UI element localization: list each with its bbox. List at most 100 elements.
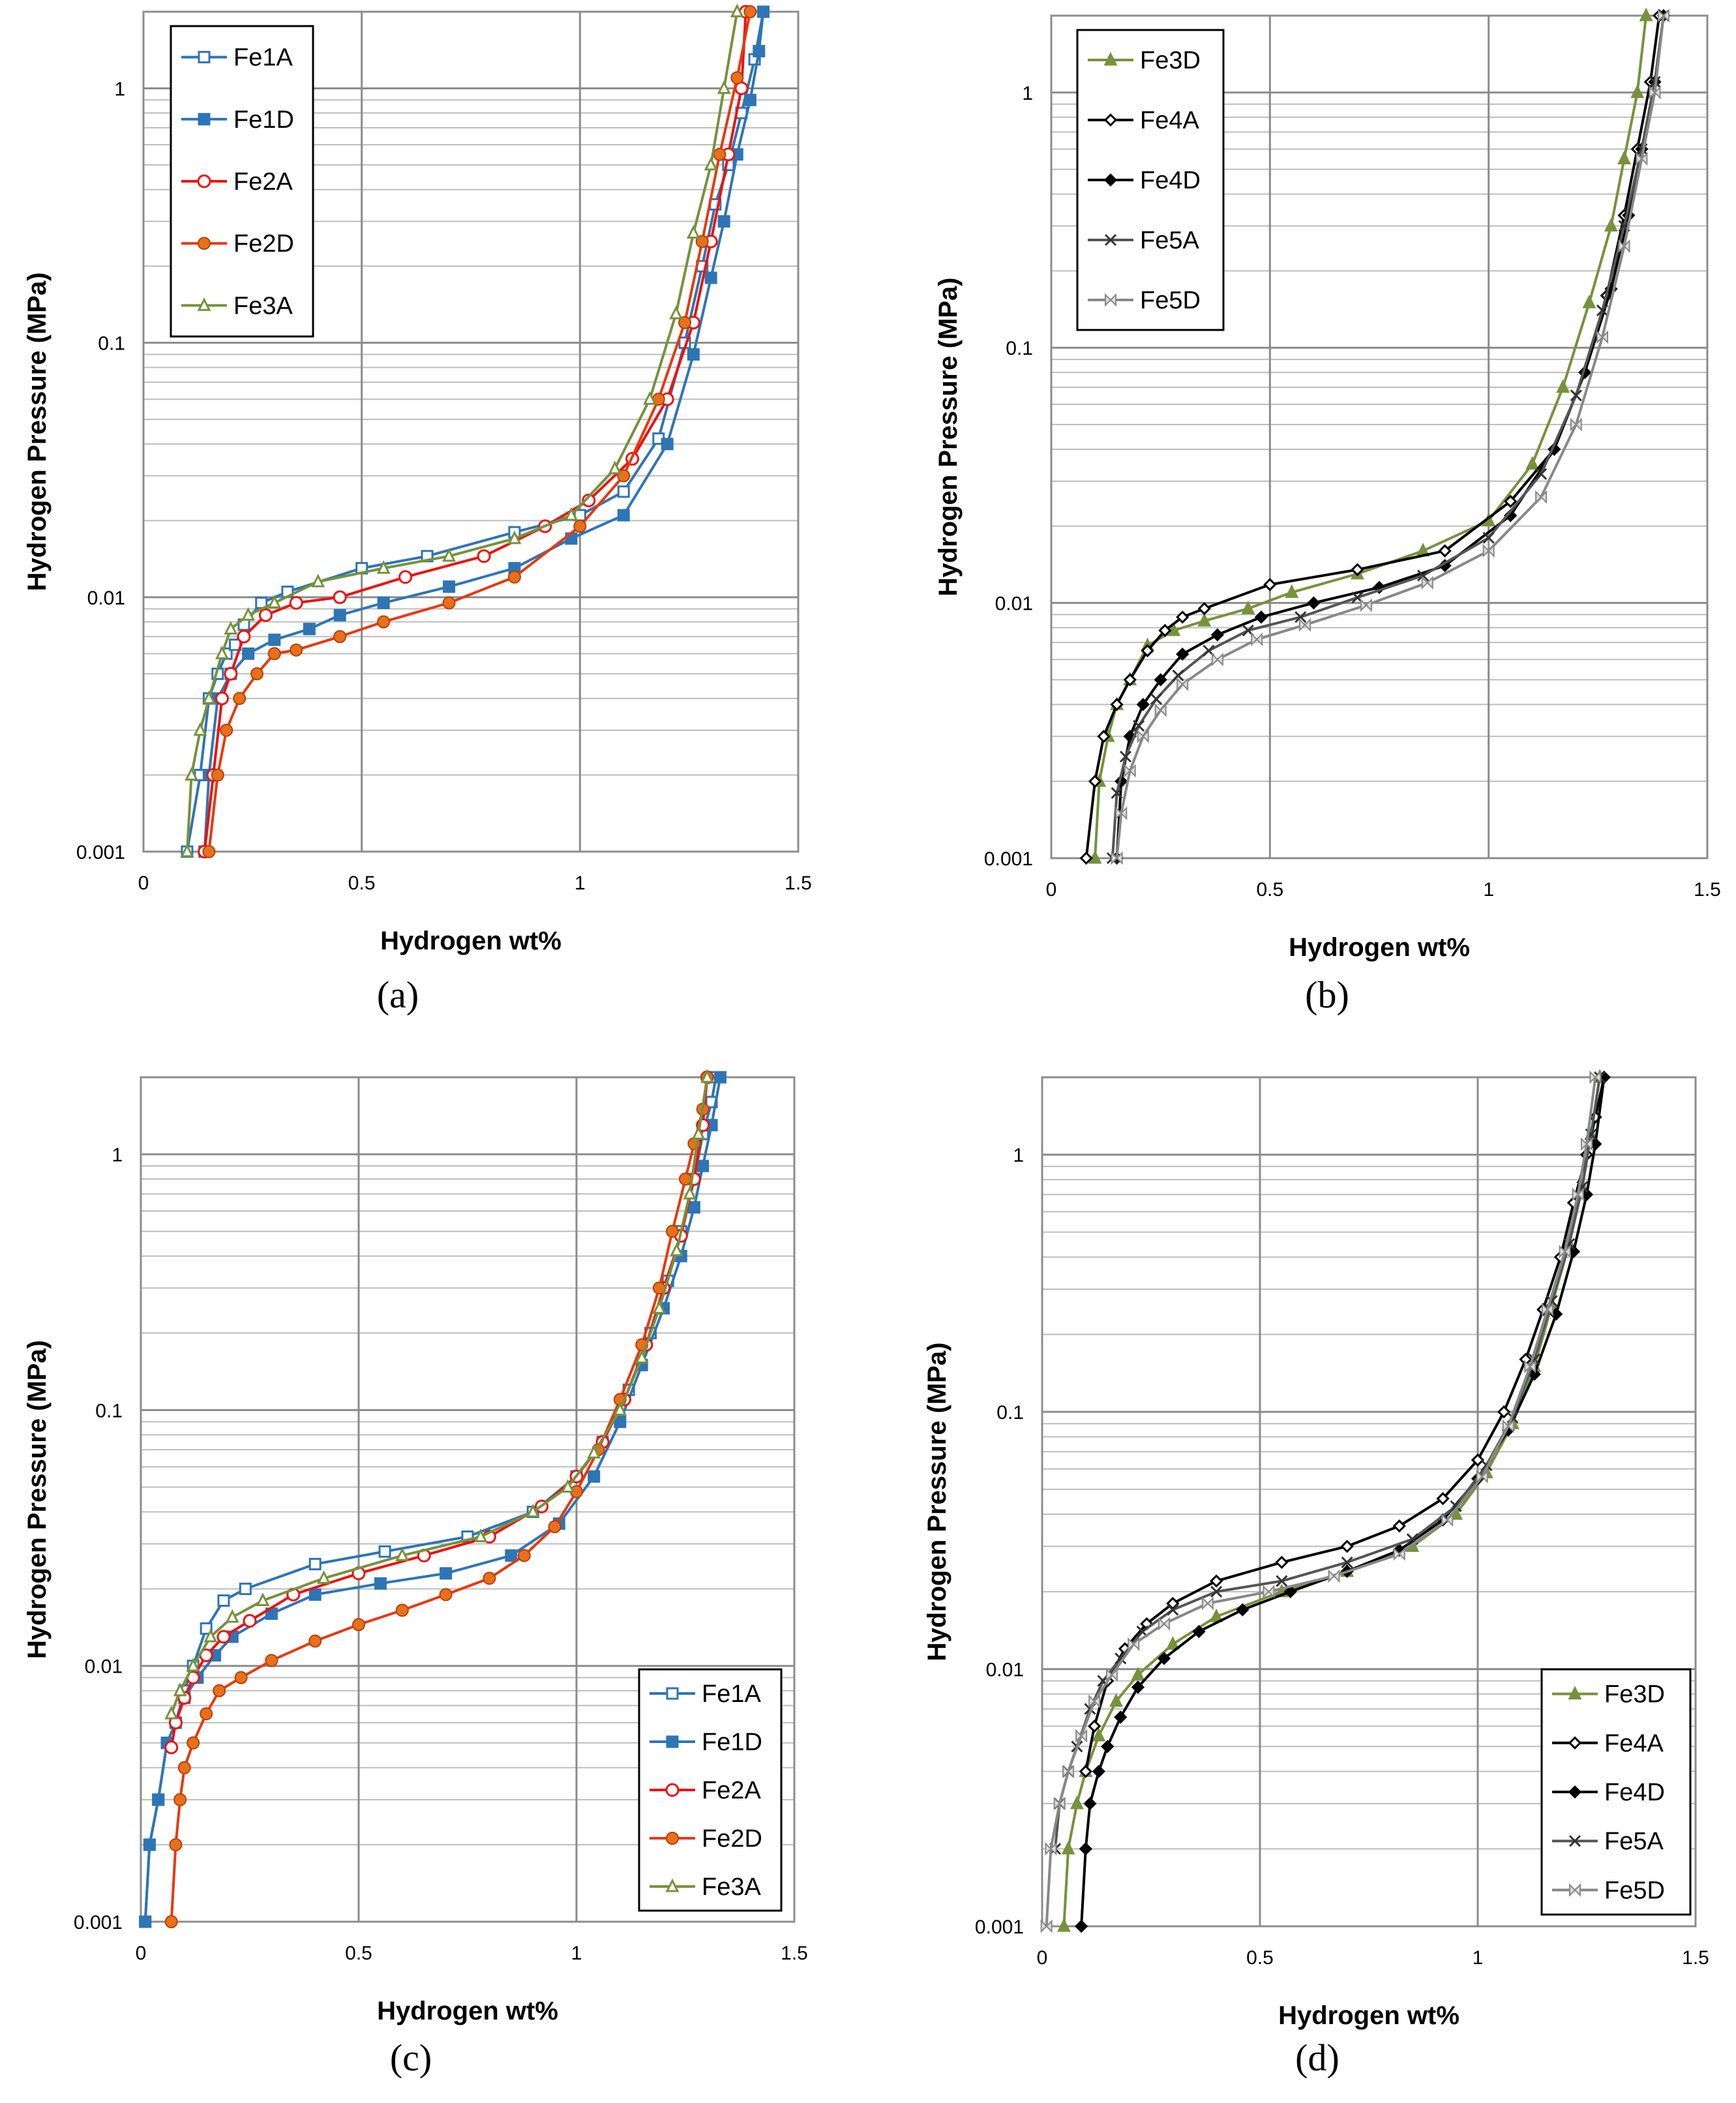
data-point-Fe3A xyxy=(608,460,622,475)
legend-swatch-marker xyxy=(197,174,211,188)
series-Fe3D xyxy=(1056,1069,1607,1932)
data-point-Fe3A xyxy=(652,1300,666,1314)
data-point-Fe3D xyxy=(1556,379,1570,393)
data-point-Fe2D xyxy=(308,1634,322,1648)
data-point-Fe5A xyxy=(1150,693,1163,706)
data-point-Fe3A xyxy=(561,1479,575,1493)
data-point-Fe4D xyxy=(1136,698,1150,711)
data-point-Fe3D xyxy=(1070,1795,1084,1810)
series-Fe5D xyxy=(1040,1070,1602,1933)
series-line-Fe2D xyxy=(170,1077,709,1922)
data-point-Fe1D xyxy=(308,1588,322,1601)
data-point-Fe5D xyxy=(1482,544,1495,558)
data-point-Fe3D xyxy=(1604,218,1618,231)
legend-item-Fe3A: Fe3A xyxy=(650,1873,761,1901)
panel-label: (b) xyxy=(1305,974,1349,1016)
data-point-Fe5D xyxy=(1251,633,1263,646)
data-point-Fe2D xyxy=(730,71,744,85)
data-point-Fe2D xyxy=(220,723,233,737)
legend-swatch-marker xyxy=(1568,1785,1582,1799)
data-point-Fe3A xyxy=(203,1628,218,1643)
data-point-Fe4D xyxy=(1083,1797,1097,1810)
y-tick-label: 0.001 xyxy=(74,1912,123,1933)
chart-panel-b: 0 0.5 1 1.5 0.001 0.01 0.1 1 Hydrogen wt% Hydroge… xyxy=(934,7,1721,1016)
data-point-Fe3A xyxy=(526,1504,540,1518)
data-point-Fe3A xyxy=(587,1444,601,1459)
legend-item-Fe3D: Fe3D xyxy=(1552,1681,1665,1708)
data-point-Fe3A xyxy=(317,1570,331,1584)
data-point-Fe4D xyxy=(1236,1603,1250,1617)
data-point-Fe5D xyxy=(1535,490,1548,504)
data-point-Fe3D xyxy=(1061,1840,1075,1855)
data-point-Fe2D xyxy=(695,235,709,248)
x-tick-label: 0 xyxy=(138,873,149,894)
data-point-Fe1D xyxy=(440,1567,453,1580)
data-point-Fe3D xyxy=(1582,294,1596,308)
legend-swatch-marker xyxy=(1103,173,1118,187)
legend-swatch-marker xyxy=(1103,52,1118,66)
data-point-Fe3A xyxy=(717,80,731,94)
series-line-Fe2A xyxy=(170,1077,709,1748)
data-point-Fe4A xyxy=(1110,698,1124,711)
legend-item-Fe1A: Fe1A xyxy=(650,1680,761,1708)
data-point-Fe2D xyxy=(202,845,216,858)
data-point-Fe5D xyxy=(1105,1667,1118,1682)
legend-item-Fe5D: Fe5D xyxy=(1552,1877,1665,1904)
data-point-Fe5D xyxy=(1263,1585,1275,1599)
legend-swatch-marker xyxy=(1569,1883,1581,1897)
data-point-Fe3D xyxy=(1109,1693,1123,1707)
legend-label: Fe3A xyxy=(702,1873,761,1901)
data-point-Fe3A xyxy=(395,1547,410,1561)
data-point-Fe1D xyxy=(756,5,770,18)
data-point-Fe3A xyxy=(730,3,744,18)
chart-panel-d: 0 0.5 1 1.5 0.001 0.01 0.1 1 Hydrogen wt% Hydroge… xyxy=(923,1069,1709,2079)
data-point-Fe4A xyxy=(1158,623,1172,637)
data-point-Fe5D xyxy=(1421,576,1433,590)
data-point-Fe2D xyxy=(483,1572,496,1585)
data-point-Fe2D xyxy=(265,1654,278,1667)
chart-panel-c: 0 0.5 1 1.5 0.001 0.01 0.1 1 Hydrogen wt% Hydroge… xyxy=(23,1069,808,2079)
data-point-Fe3D xyxy=(1241,600,1255,614)
data-point-Fe4A xyxy=(1436,1492,1450,1506)
legend-item-Fe2D: Fe2D xyxy=(181,230,294,258)
data-point-Fe5D xyxy=(1581,1137,1593,1151)
legend-item-Fe1D: Fe1D xyxy=(181,106,294,134)
y-tick-label: 1 xyxy=(112,1144,123,1166)
data-point-Fe3D xyxy=(1197,612,1212,627)
data-point-Fe2D xyxy=(213,1684,226,1697)
data-point-Fe5D xyxy=(1158,1617,1171,1631)
y-tick-label: 1 xyxy=(1022,83,1033,104)
data-point-Fe5A xyxy=(1133,719,1145,732)
data-point-Fe2A xyxy=(289,596,303,610)
plot-area xyxy=(142,10,800,853)
legend-swatch-marker xyxy=(197,297,211,311)
data-point-Fe3D xyxy=(1131,1667,1145,1680)
data-point-Fe5D xyxy=(1154,703,1167,717)
data-point-Fe3A xyxy=(635,1349,649,1364)
data-point-Fe4D xyxy=(1079,1842,1092,1856)
data-point-Fe1D xyxy=(505,1549,518,1562)
y-tick-label: 0.01 xyxy=(85,1656,123,1678)
data-point-Fe4D xyxy=(1154,673,1167,687)
data-point-Fe5D xyxy=(1636,152,1648,166)
data-point-Fe1D xyxy=(268,633,281,646)
data-point-Fe2D xyxy=(743,5,757,18)
x-axis-title: Hydrogen wt% xyxy=(1289,933,1470,962)
data-point-Fe5D xyxy=(1298,618,1311,632)
data-point-Fe1D xyxy=(152,1793,165,1806)
data-point-Fe1D xyxy=(588,1470,601,1483)
x-tick-label: 0.5 xyxy=(348,873,376,894)
data-point-Fe5D xyxy=(1559,1244,1571,1259)
data-point-Fe5D xyxy=(1570,417,1582,432)
series-Fe3A xyxy=(164,1069,714,1720)
data-point-Fe4D xyxy=(1527,1367,1541,1381)
data-point-Fe5A xyxy=(1417,569,1429,582)
data-point-Fe3A xyxy=(686,224,700,239)
x-tick-label: 0 xyxy=(1046,879,1057,901)
legend-item-Fe5A: Fe5A xyxy=(1552,1828,1664,1855)
data-point-Fe3A xyxy=(193,722,207,736)
panel-label: (a) xyxy=(377,974,419,1016)
legend-label: Fe2A xyxy=(702,1777,761,1804)
series-Fe3A xyxy=(180,3,744,858)
data-point-Fe2D xyxy=(517,1549,531,1562)
